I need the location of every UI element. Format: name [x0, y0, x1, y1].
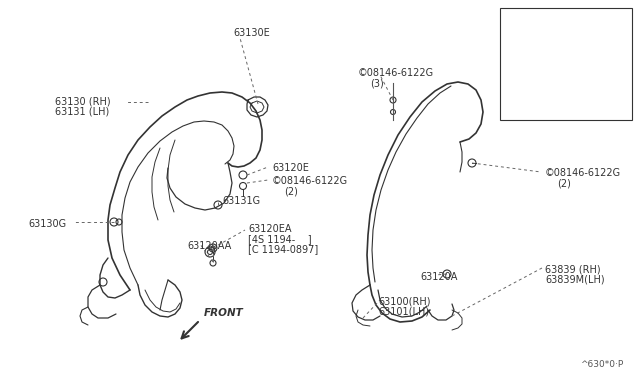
Text: ©08146-6122G: ©08146-6122G: [545, 168, 621, 178]
Text: 63130 (RH): 63130 (RH): [55, 96, 111, 106]
Text: 63120AB: 63120AB: [557, 30, 601, 40]
Text: 63131 (LH): 63131 (LH): [55, 107, 109, 117]
Text: 63101(LH): 63101(LH): [378, 307, 429, 317]
Text: 63120AA: 63120AA: [187, 241, 231, 251]
Text: ©08146-6122G: ©08146-6122G: [358, 68, 434, 78]
Text: [C 1194-0897]: [C 1194-0897]: [248, 244, 318, 254]
Text: 63130G: 63130G: [28, 219, 66, 229]
Text: FRONT: FRONT: [204, 308, 244, 318]
Text: 63130E: 63130E: [233, 28, 269, 38]
Text: 63839M(LH): 63839M(LH): [545, 275, 605, 285]
Text: 63120E: 63120E: [272, 163, 309, 173]
Text: [4S 1194-    ]: [4S 1194- ]: [248, 234, 312, 244]
Text: SEE SEC.625: SEE SEC.625: [509, 20, 571, 30]
Text: 63839 (RH): 63839 (RH): [545, 265, 600, 275]
Text: (2): (2): [557, 178, 571, 188]
Text: 63100(RH): 63100(RH): [378, 296, 431, 306]
Text: (3): (3): [370, 78, 384, 88]
Text: ^630*0·P: ^630*0·P: [580, 360, 623, 369]
Text: ©08146-6122G: ©08146-6122G: [272, 176, 348, 186]
Text: 63L46Z: 63L46Z: [527, 95, 564, 105]
Text: 63131G: 63131G: [222, 196, 260, 206]
Text: 63120A: 63120A: [420, 272, 458, 282]
Text: (2): (2): [284, 186, 298, 196]
Text: 63120EA: 63120EA: [248, 224, 291, 234]
Bar: [500, 8, 632, 120]
